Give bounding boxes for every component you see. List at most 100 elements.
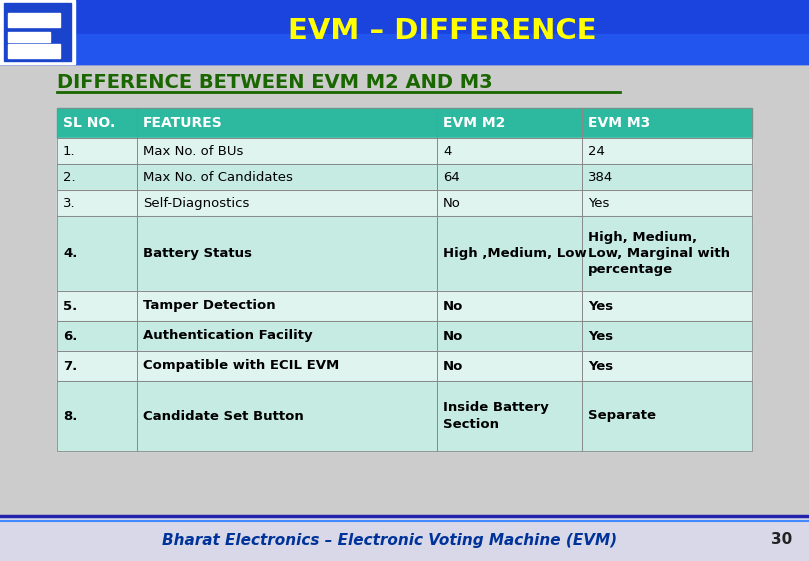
Bar xyxy=(137,321,437,351)
Bar xyxy=(137,216,437,291)
Text: Battery Status: Battery Status xyxy=(143,247,252,260)
Bar xyxy=(437,351,582,381)
Bar xyxy=(8,44,60,58)
Bar xyxy=(437,321,582,351)
Text: Yes: Yes xyxy=(588,329,613,343)
Bar xyxy=(437,351,582,381)
Bar xyxy=(137,381,437,451)
Bar xyxy=(137,108,437,138)
Text: Yes: Yes xyxy=(588,300,613,312)
Text: No: No xyxy=(443,196,461,209)
Text: EVM M3: EVM M3 xyxy=(588,116,650,130)
Bar xyxy=(57,291,137,321)
Text: EVM – DIFFERENCE: EVM – DIFFERENCE xyxy=(288,17,596,45)
Bar xyxy=(437,108,582,138)
Bar xyxy=(137,351,437,381)
Bar xyxy=(137,291,437,321)
Bar xyxy=(582,108,752,138)
Text: 8.: 8. xyxy=(63,410,78,422)
Bar xyxy=(0,516,809,561)
Bar xyxy=(57,164,137,190)
Bar xyxy=(137,381,437,451)
Bar xyxy=(582,216,752,291)
Bar xyxy=(57,216,137,291)
Text: EVM M2: EVM M2 xyxy=(443,116,506,130)
Text: SL NO.: SL NO. xyxy=(63,116,115,130)
Bar xyxy=(57,108,137,138)
Text: Max No. of Candidates: Max No. of Candidates xyxy=(143,171,293,183)
Text: 7.: 7. xyxy=(63,360,77,373)
Text: 24: 24 xyxy=(588,145,605,158)
Bar xyxy=(437,381,582,451)
Bar xyxy=(137,164,437,190)
Text: FEATURES: FEATURES xyxy=(143,116,222,130)
Bar xyxy=(437,164,582,190)
Text: 5.: 5. xyxy=(63,300,77,312)
Text: No: No xyxy=(443,329,464,343)
Bar xyxy=(582,164,752,190)
Bar xyxy=(582,351,752,381)
Bar xyxy=(437,321,582,351)
Text: Yes: Yes xyxy=(588,360,613,373)
Bar xyxy=(137,108,437,138)
Bar xyxy=(437,291,582,321)
Bar xyxy=(582,291,752,321)
Bar xyxy=(137,190,437,216)
Text: 3.: 3. xyxy=(63,196,75,209)
Text: Inside Battery
Section: Inside Battery Section xyxy=(443,402,549,430)
Bar xyxy=(0,0,75,64)
Text: High ,Medium, Low: High ,Medium, Low xyxy=(443,247,587,260)
Bar xyxy=(57,138,137,164)
Bar xyxy=(137,321,437,351)
Text: No: No xyxy=(443,360,464,373)
Bar xyxy=(582,108,752,138)
Text: 4.: 4. xyxy=(63,247,78,260)
Text: 384: 384 xyxy=(588,171,613,183)
Bar xyxy=(582,190,752,216)
Text: Separate: Separate xyxy=(588,410,656,422)
Text: Candidate Set Button: Candidate Set Button xyxy=(143,410,303,422)
Bar xyxy=(437,164,582,190)
Bar xyxy=(137,138,437,164)
Text: 6.: 6. xyxy=(63,329,78,343)
Bar xyxy=(582,321,752,351)
Text: Bharat Electronics – Electronic Voting Machine (EVM): Bharat Electronics – Electronic Voting M… xyxy=(163,532,617,548)
Bar xyxy=(8,32,50,42)
Bar xyxy=(57,190,137,216)
Bar xyxy=(582,216,752,291)
Bar xyxy=(57,108,137,138)
Bar xyxy=(137,190,437,216)
Text: Self-Diagnostics: Self-Diagnostics xyxy=(143,196,249,209)
Bar xyxy=(582,190,752,216)
Bar xyxy=(582,351,752,381)
Text: Tamper Detection: Tamper Detection xyxy=(143,300,276,312)
Bar xyxy=(137,216,437,291)
Text: Max No. of BUs: Max No. of BUs xyxy=(143,145,244,158)
Bar xyxy=(437,138,582,164)
Bar xyxy=(4,3,71,61)
Bar xyxy=(582,381,752,451)
Bar xyxy=(582,321,752,351)
Bar xyxy=(57,321,137,351)
Bar xyxy=(582,138,752,164)
Text: 1.: 1. xyxy=(63,145,75,158)
Bar xyxy=(57,216,137,291)
Bar xyxy=(137,351,437,381)
Bar xyxy=(57,138,137,164)
Bar xyxy=(57,381,137,451)
Bar xyxy=(437,216,582,291)
Text: 2.: 2. xyxy=(63,171,75,183)
Text: No: No xyxy=(443,300,464,312)
Text: DIFFERENCE BETWEEN EVM M2 AND M3: DIFFERENCE BETWEEN EVM M2 AND M3 xyxy=(57,72,493,91)
Bar xyxy=(0,0,809,64)
Bar xyxy=(437,381,582,451)
Text: Compatible with ECIL EVM: Compatible with ECIL EVM xyxy=(143,360,339,373)
Bar xyxy=(57,291,137,321)
Bar xyxy=(437,190,582,216)
Bar xyxy=(57,351,137,381)
Bar xyxy=(582,164,752,190)
Bar xyxy=(437,108,582,138)
Bar xyxy=(57,381,137,451)
Bar xyxy=(582,291,752,321)
Text: 4: 4 xyxy=(443,145,451,158)
